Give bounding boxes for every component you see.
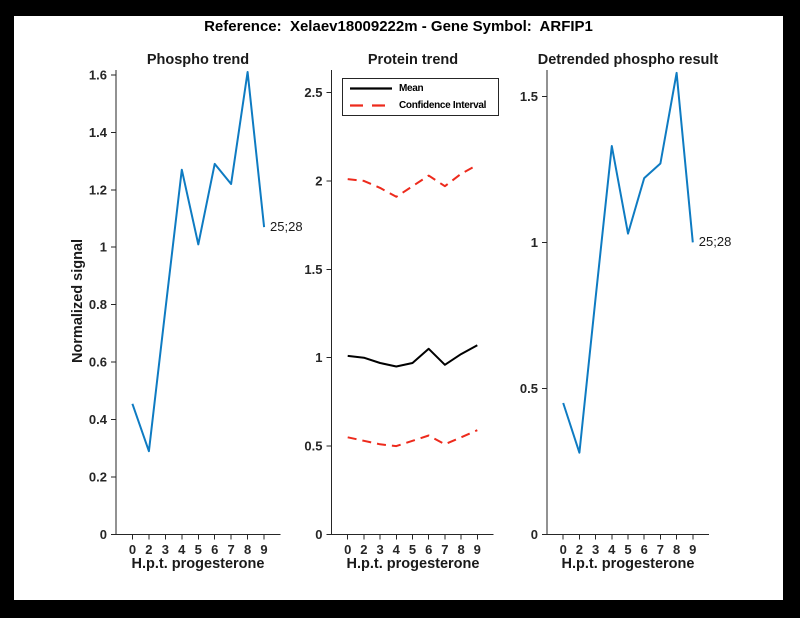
y-tick-label: 0 [531,527,538,542]
y-tick-label: 1 [531,235,538,250]
x-tick-label: 6 [425,542,432,557]
subplot3-title: Detrended phospho result [537,52,719,68]
x-tick-label: 8 [673,542,680,557]
x-tick-label: 7 [657,542,664,557]
x-tick-label: 5 [409,542,416,557]
series-Confidence Interval lower [347,429,478,448]
y-tick-label: 2 [315,173,322,188]
x-tick-label: 3 [592,542,599,557]
y-tick-label: 1.5 [304,262,322,277]
legend-solid-line-icon [350,87,392,90]
x-tick-label: 5 [195,542,202,557]
y-tick-label: 1 [315,350,322,365]
endpoint-label: 25;28 [698,234,732,250]
y-tick-label: 0.5 [520,381,538,396]
y-tick-label: 0.4 [89,412,108,427]
x-tick-label: 0 [560,542,567,557]
y-tick-label: 0.8 [89,297,107,312]
series-Mean [347,344,478,368]
subplot1-title: Phospho trend [146,52,250,68]
x-tick-label: 8 [457,542,464,557]
y-tick-label: 1.4 [89,125,108,140]
x-tick-label: 4 [608,542,616,557]
legend-item-confidence-interval: Confidence Interval [349,98,498,113]
x-tick-label: 2 [576,542,583,557]
y-tick-label: 0 [100,527,107,542]
legend: Mean Confidence Interval [342,78,499,116]
x-tick-label: 6 [641,542,648,557]
y-axis-label: Normalized signal [70,238,86,364]
x-tick-label: 4 [393,542,401,557]
x-tick-label: 7 [441,542,448,557]
y-tick-label: 1.5 [520,89,538,104]
subplot-1: 0 2 3 4 5 6 7 8 900.20.40.60.811.21.41.6 [89,67,281,557]
x-tick-label: 3 [162,542,169,557]
y-tick-label: 1.2 [89,182,107,197]
y-tick-label: 0.5 [304,439,322,454]
y-tick-label: 1 [100,240,107,255]
subplot2-x-axis-label: H.p.t. progesterone [346,556,480,572]
y-tick-label: 0 [315,527,322,542]
y-tick-label: 0.2 [89,470,107,485]
figure-title: Reference: Xelaev18009222m - Gene Symbol… [204,18,593,35]
x-tick-label: 7 [228,542,235,557]
subplot2-title: Protein trend [367,52,459,68]
legend-label-mean: Mean [399,83,424,94]
legend-item-mean: Mean [349,81,498,96]
x-tick-label: 3 [376,542,383,557]
series-phospho-signal [131,71,266,453]
subplot-3: 0 2 3 4 5 6 7 8 900.511.5 [520,70,709,557]
y-tick-label: 1.6 [89,67,107,82]
x-tick-label: 6 [211,542,218,557]
x-tick-label: 0 [129,542,136,557]
x-tick-label: 2 [360,542,367,557]
legend-dashed-line-icon [350,104,392,107]
x-tick-label: 0 [344,542,351,557]
x-tick-label: 5 [624,542,631,557]
x-tick-label: 9 [689,542,696,557]
x-tick-label: 8 [244,542,251,557]
legend-label-confidence-interval: Confidence Interval [399,100,487,111]
subplot3-x-axis-label: H.p.t. progesterone [561,556,695,572]
x-tick-label: 2 [145,542,152,557]
subplot-2: 0 2 3 4 5 6 7 8 900.511.522.5 [304,70,494,557]
y-tick-label: 0.6 [89,355,107,370]
subplot1-x-axis-label: H.p.t. progesterone [131,556,265,572]
x-tick-label: 9 [474,542,481,557]
series-Confidence Interval upper [347,164,478,198]
y-tick-label: 2.5 [304,85,322,100]
endpoint-label: 25;28 [270,219,303,235]
series-detrended-phospho-signal [562,71,694,454]
x-tick-label: 4 [178,542,186,557]
x-tick-label: 9 [260,542,267,557]
